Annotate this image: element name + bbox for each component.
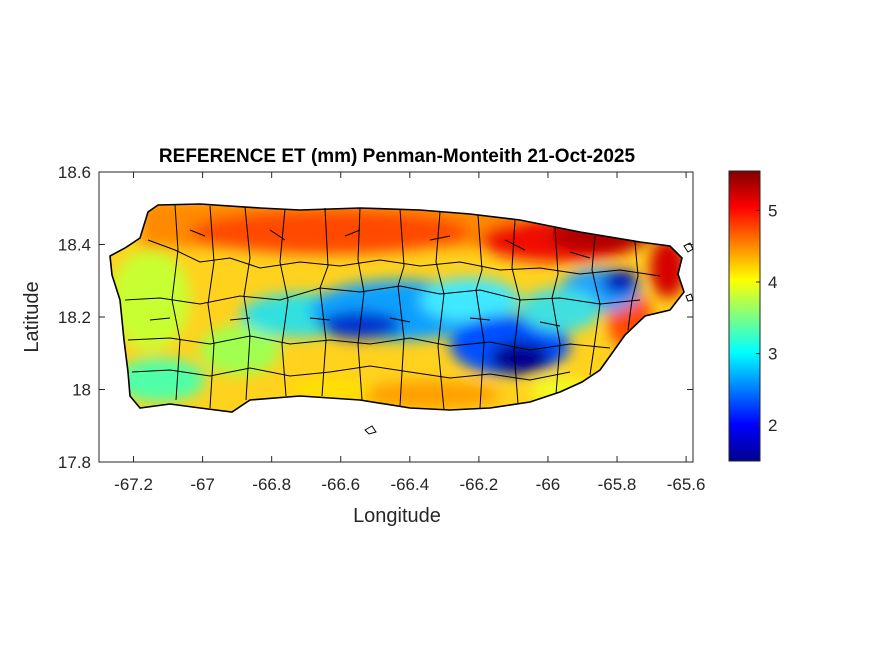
y-tick-label: 17.8 [58,453,91,472]
caja-de-muertos-islet [364,425,377,435]
colorbar-tick-label: 2 [768,416,777,435]
x-tick-label: -66.4 [390,475,429,494]
y-axis-label: Latitude [21,281,43,352]
y-axis-ticks: 17.8 18 18.2 18.4 18.6 [58,163,693,472]
colorbar [728,170,761,462]
colorbar-ticks: 2 3 4 5 [756,201,777,435]
colorbar-tick-label: 5 [768,201,777,220]
x-tick-label: -65.8 [598,475,637,494]
y-tick-label: 18.4 [58,236,91,255]
x-tick-label: -67.2 [114,475,153,494]
eastern-islet-south [685,293,694,302]
y-tick-label: 18.6 [58,163,91,182]
island-outline [109,203,685,413]
y-tick-label: 18 [72,381,91,400]
colorbar-tick-label: 3 [768,345,777,364]
x-axis-ticks: -67.2 -67 -66.8 -66.6 -66.4 -66.2 -66 -65.8 -65.… [114,172,705,494]
x-tick-label: -66.8 [252,475,291,494]
x-tick-label: -65.6 [667,475,706,494]
municipality-boundaries [124,204,661,411]
x-axis-label: Longitude [353,505,441,527]
map-title: REFERENCE ET (mm) Penman-Monteith 21-Oct… [159,146,636,167]
y-tick-label: 18.2 [58,308,91,327]
x-tick-label: -66.2 [460,475,499,494]
x-tick-label: -66 [536,475,561,494]
x-tick-label: -66.6 [321,475,360,494]
x-tick-label: -67 [190,475,215,494]
colorbar-tick-label: 4 [768,273,777,292]
